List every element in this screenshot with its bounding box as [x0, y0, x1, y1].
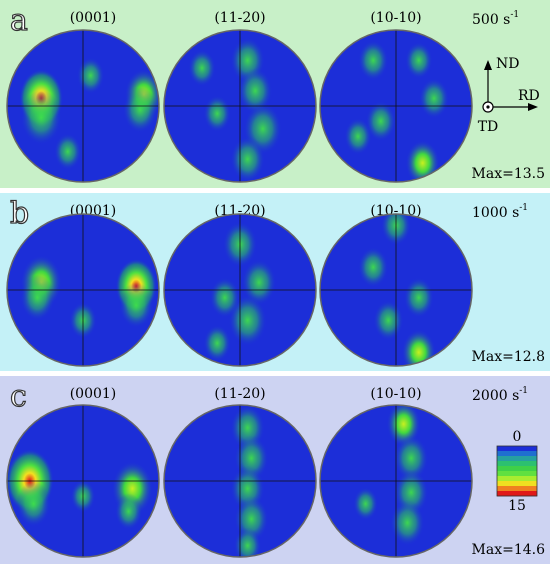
colorbar-band	[497, 491, 537, 497]
pole-figure-outline	[163, 404, 317, 558]
colorbar-band	[497, 481, 537, 487]
intensity-blob	[233, 527, 262, 557]
intensity-blob	[188, 49, 216, 87]
intensity-blob	[16, 481, 51, 527]
intensity-blob	[54, 133, 82, 170]
colorbar-outline	[496, 445, 538, 497]
pole-figure-title: (10-10)	[370, 386, 421, 402]
panel-label: b	[10, 196, 29, 231]
intensity-blob	[394, 435, 429, 482]
intensity-blob	[403, 277, 434, 318]
intensity-blob	[238, 68, 273, 114]
intensity-blob	[230, 136, 265, 182]
strain-rate-exponent: -1	[510, 10, 519, 20]
colorbar-label: 0	[513, 429, 522, 445]
intensity-blob	[241, 259, 277, 306]
max-intensity: Max=13.5	[472, 166, 545, 182]
arrow-head	[484, 60, 492, 70]
pole-figure-outline	[319, 404, 473, 558]
axis-label: ND	[496, 56, 519, 72]
pole-figure-outline	[163, 213, 317, 367]
strain-rate-value: 1000 s	[472, 205, 519, 221]
intensity-map	[230, 405, 269, 557]
arrow-head	[528, 103, 538, 111]
intensity-blob	[358, 247, 389, 288]
pole-figure-outline	[319, 213, 473, 367]
intensity-blob	[209, 277, 240, 318]
strain-rate: 1000 s-1	[472, 203, 528, 222]
intensity-blob	[344, 118, 372, 155]
intensity-map	[203, 221, 277, 362]
colorbar-band	[497, 476, 537, 482]
pole-figure-outline	[6, 213, 160, 367]
intensity-blob	[20, 274, 55, 321]
strain-rate: 2000 s-1	[472, 386, 528, 405]
axis-label: RD	[518, 88, 540, 104]
colorbar-label: 15	[508, 498, 526, 514]
intensity-blob	[373, 300, 404, 341]
strain-rate: 500 s-1	[472, 10, 519, 29]
pole-figure-title: (0001)	[70, 386, 117, 402]
max-intensity: Max=14.6	[472, 542, 546, 558]
intensity-map	[19, 57, 159, 170]
pole-figure-title: (0001)	[70, 10, 117, 26]
max-intensity: Max=12.8	[472, 349, 545, 365]
intensity-blob	[358, 40, 389, 81]
colorbar-band	[497, 461, 537, 467]
intensity-blob	[122, 87, 158, 133]
intensity-blob	[114, 493, 143, 530]
intensity-blob	[119, 282, 154, 329]
panel-label: c	[10, 379, 27, 414]
intensity-blob	[386, 405, 421, 447]
intensity-blob	[203, 324, 231, 362]
strain-rate-exponent: -1	[519, 386, 528, 396]
pole-figure-title: (11-20)	[214, 386, 265, 402]
intensity-blob	[365, 101, 396, 142]
colorbar-band	[497, 486, 537, 492]
intensity-blob	[353, 487, 378, 521]
strain-rate-value: 2000 s	[472, 388, 519, 404]
intensity-blob	[405, 42, 433, 79]
strain-rate-value: 500 s	[472, 12, 510, 28]
pole-figure-title: (11-20)	[214, 10, 265, 26]
intensity-blob	[228, 294, 267, 346]
pole-figure-outline	[6, 404, 160, 558]
panel-label: a	[10, 3, 28, 38]
pole-figure-title: (10-10)	[370, 10, 421, 26]
pole-figure-outline	[6, 29, 160, 183]
strain-rate-exponent: -1	[519, 203, 528, 213]
intensity-map	[188, 37, 282, 182]
colorbar-band	[497, 451, 537, 457]
colorbar-band	[497, 456, 537, 462]
intensity-blob	[418, 78, 450, 119]
colorbar-band	[497, 471, 537, 477]
colorbar-band	[497, 466, 537, 472]
intensity-blob	[20, 90, 62, 145]
intensity-blob	[203, 95, 231, 132]
axis-label: TD	[478, 119, 499, 135]
intensity-blob	[390, 500, 425, 546]
intensity-blob	[76, 57, 105, 94]
pole-figure-outline	[319, 29, 473, 183]
pole-figure-outline	[163, 29, 317, 183]
out-of-plane-dot	[486, 105, 490, 109]
colorbar-band	[497, 446, 537, 452]
